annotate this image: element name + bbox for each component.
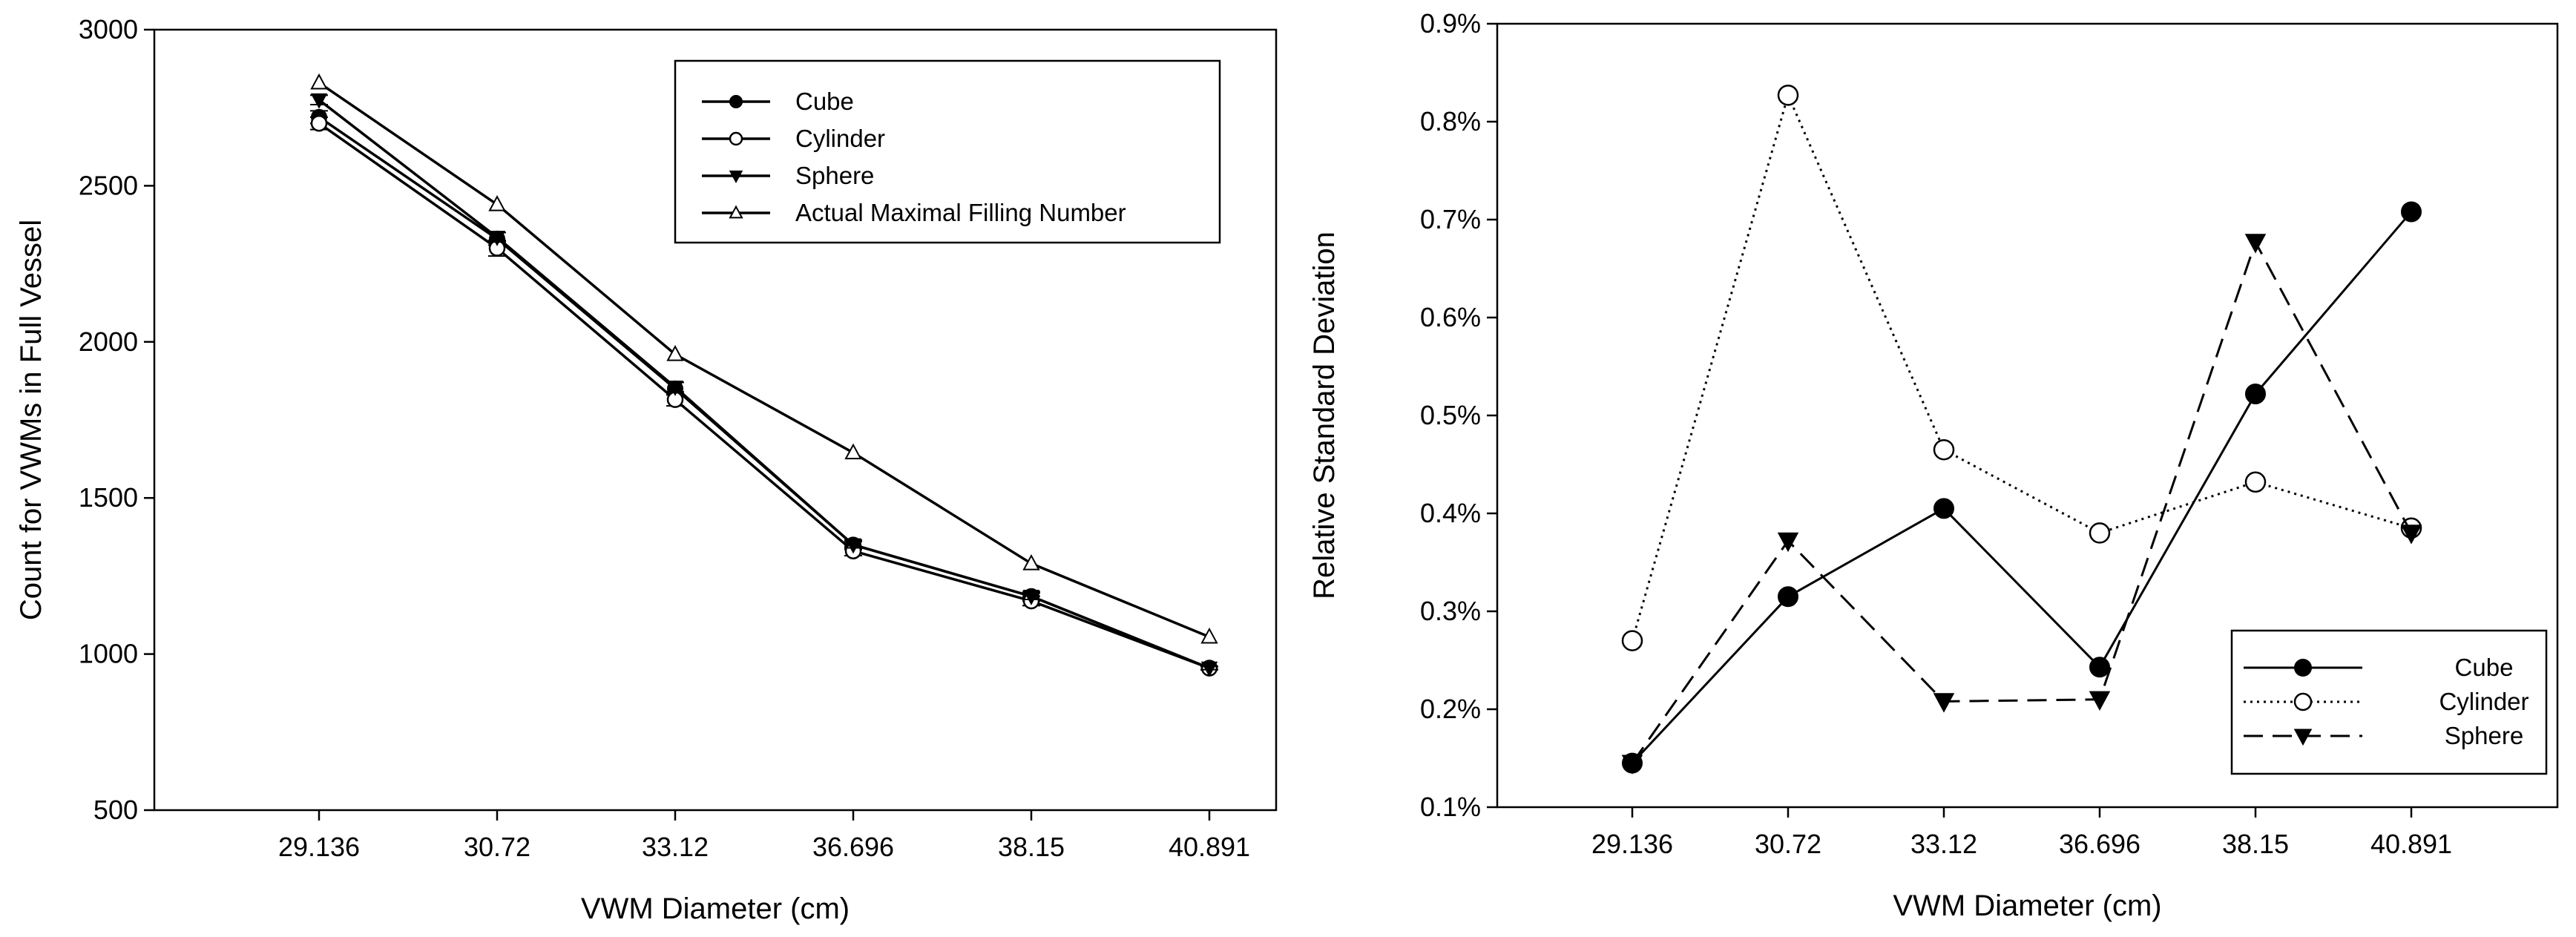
- legend-label: Cylinder: [2439, 688, 2529, 715]
- series-cylinder: [310, 114, 1218, 677]
- data-point: [2244, 234, 2267, 254]
- series-line: [1631, 240, 2413, 764]
- legend-item: Cylinder: [2244, 688, 2529, 715]
- x-tick-label: 30.72: [1755, 829, 1821, 859]
- plot-frame: [153, 28, 1278, 812]
- data-point: [1933, 693, 1955, 713]
- y-tick-label: 0.9%: [1420, 8, 1481, 39]
- x-tick-label: 38.15: [998, 832, 1065, 862]
- data-point: [1777, 532, 1799, 553]
- data-point: [1778, 586, 1798, 608]
- data-point: [310, 93, 328, 109]
- legend-label: Cube: [2455, 654, 2514, 681]
- y-tick-label: 0.1%: [1420, 792, 1481, 822]
- data-point: [2089, 522, 2111, 544]
- data-point: [666, 345, 684, 361]
- legend-label: Sphere: [795, 162, 874, 189]
- legend-marker: [2294, 659, 2312, 677]
- legend-item: Cylinder: [702, 125, 885, 152]
- y-tick-label: 500: [93, 795, 138, 825]
- data-point: [1200, 627, 1218, 644]
- legend-item: Actual Maximal Filling Number: [702, 199, 1126, 226]
- y-tick-label: 0.2%: [1420, 694, 1481, 724]
- legend-item: Cube: [702, 88, 854, 115]
- x-tick-label: 29.136: [278, 832, 360, 862]
- y-tick-label: 3000: [79, 14, 138, 45]
- x-tick-label: 30.72: [464, 832, 530, 862]
- y-tick-label: 2500: [79, 170, 138, 200]
- data-point: [310, 114, 328, 132]
- series-cylinder: [1621, 85, 2422, 651]
- legend-marker: [729, 95, 743, 108]
- x-axis-title: VWM Diameter (cm): [581, 892, 850, 925]
- y-tick-label: 2000: [79, 326, 138, 357]
- data-point: [1621, 754, 1643, 775]
- legend-item: Cube: [2244, 654, 2513, 681]
- y-tick-label: 0.7%: [1420, 204, 1481, 234]
- legend-marker: [2293, 692, 2313, 711]
- series-line: [318, 82, 1210, 639]
- x-axis-title: VWM Diameter (cm): [1893, 890, 2161, 922]
- legend: Cube Cylinder Sphere: [2230, 629, 2548, 775]
- chart-rsd: 0.1% 0.2% 0.3% 0.4% 0.5% 0.6% 0.7% 0.8% 0.9% 29.1…: [1308, 8, 2559, 922]
- data-point: [310, 73, 328, 90]
- legend-marker: [729, 170, 743, 183]
- y-tick-label: 0.4%: [1420, 498, 1481, 528]
- y-tick-label: 0.3%: [1420, 596, 1481, 626]
- data-point: [1621, 630, 1643, 651]
- legend-marker: [729, 205, 743, 219]
- data-point: [1933, 498, 1954, 519]
- data-point: [844, 538, 862, 554]
- legend-marker: [729, 131, 743, 146]
- legend-label: Actual Maximal Filling Number: [795, 199, 1126, 226]
- y-tick-label: 0.5%: [1420, 400, 1481, 430]
- x-tick-label: 33.12: [642, 832, 709, 862]
- legend-item: Sphere: [2244, 722, 2523, 749]
- x-tick-label: 36.696: [2059, 829, 2140, 859]
- data-point: [1933, 438, 1955, 461]
- y-tick-label: 0.6%: [1420, 302, 1481, 332]
- data-point: [2401, 201, 2422, 223]
- series-actual-maximal-filling-number: [310, 73, 1218, 644]
- y-tick-label: 1000: [79, 639, 138, 669]
- data-point: [2245, 383, 2266, 404]
- legend-label: Cube: [795, 88, 854, 115]
- series-line: [1631, 93, 2412, 642]
- y-axis-title: Relative Standard Deviation: [1308, 231, 1341, 599]
- series-line: [318, 122, 1210, 670]
- y-tick-label: 0.8%: [1420, 106, 1481, 137]
- x-tick-label: 38.15: [2222, 829, 2289, 859]
- y-tick-label: 1500: [79, 482, 138, 513]
- data-point: [1200, 661, 1218, 677]
- x-tick-label: 40.891: [2370, 829, 2452, 859]
- legend-marker: [2293, 729, 2313, 746]
- data-point: [666, 381, 684, 396]
- data-point: [2089, 691, 2111, 711]
- data-point: [488, 231, 506, 246]
- data-point: [844, 443, 862, 460]
- data-point: [2244, 471, 2267, 493]
- x-tick-label: 33.12: [1910, 829, 1977, 859]
- data-point: [488, 195, 506, 211]
- x-tick-label: 40.891: [1169, 832, 1250, 862]
- chart-count: 500 1000 1500 2000 2500 3000 29.136 30.72 33.12 3…: [15, 14, 1278, 925]
- x-tick-label: 29.136: [1591, 829, 1673, 859]
- legend-label: Sphere: [2445, 722, 2523, 749]
- series-sphere: [310, 93, 1218, 677]
- data-point: [1777, 85, 1799, 106]
- legend-item: Sphere: [702, 162, 874, 189]
- legend: Cube Cylinder Sphere Actual Maximal Filling…: [674, 59, 1221, 244]
- series-sphere: [1621, 234, 2422, 775]
- data-point: [1022, 590, 1040, 605]
- series-line: [1631, 211, 2413, 764]
- series-cube: [1622, 201, 2422, 774]
- data-point: [2089, 657, 2110, 678]
- data-point: [1022, 553, 1040, 571]
- data-point: [2400, 525, 2422, 545]
- legend-label: Cylinder: [795, 125, 885, 152]
- series-line: [318, 99, 1210, 670]
- x-tick-label: 36.696: [812, 832, 894, 862]
- y-axis-title: Count for VWMs in Full Vessel: [15, 220, 47, 620]
